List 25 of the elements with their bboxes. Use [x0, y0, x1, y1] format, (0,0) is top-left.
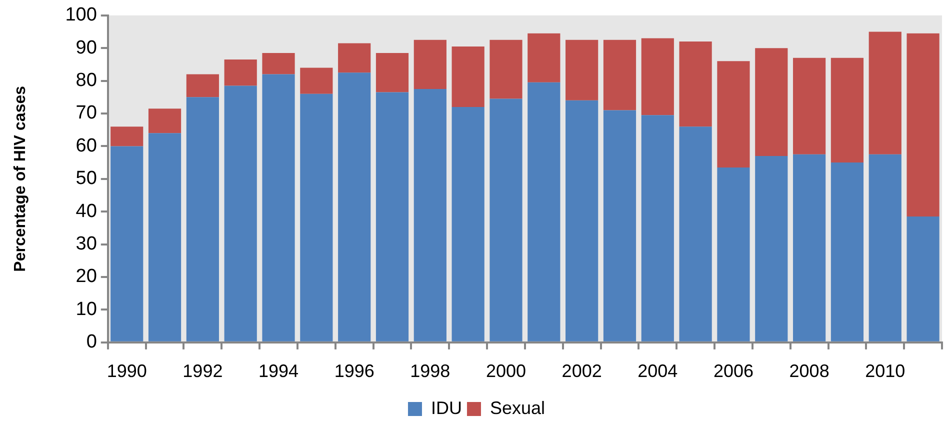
x-tick-label: 2000	[486, 361, 526, 382]
x-tick-label: 1992	[182, 361, 223, 382]
y-tick-label: 20	[76, 266, 97, 288]
x-tick-label: 2010	[865, 361, 906, 382]
x-tick-label: 2002	[562, 361, 602, 382]
x-tick-label: 1990	[106, 361, 147, 382]
legend-label: IDU	[430, 398, 462, 418]
y-tick-label: 80	[76, 70, 97, 92]
y-tick-label: 100	[65, 4, 97, 26]
y-tick-label: 60	[76, 135, 97, 156]
y-tick-label: 10	[76, 298, 97, 320]
y-tick-label: 30	[76, 234, 97, 255]
x-tick-label: 2004	[638, 361, 678, 382]
x-tick-label: 2006	[713, 361, 754, 382]
y-tick-label: 40	[76, 200, 97, 222]
y-tick-label: 90	[76, 37, 97, 58]
x-tick-label: 1998	[410, 361, 450, 382]
y-tick-label: 0	[86, 332, 97, 353]
x-tick-label: 1994	[258, 361, 299, 382]
y-axis-title: Percentage of HIV cases	[12, 86, 30, 272]
x-tick-label: 2008	[789, 361, 830, 382]
y-tick-label: 70	[76, 102, 97, 124]
x-tick-label: 1996	[334, 361, 374, 382]
legend-label: Sexual	[490, 398, 546, 418]
y-tick-label: 50	[76, 168, 97, 190]
